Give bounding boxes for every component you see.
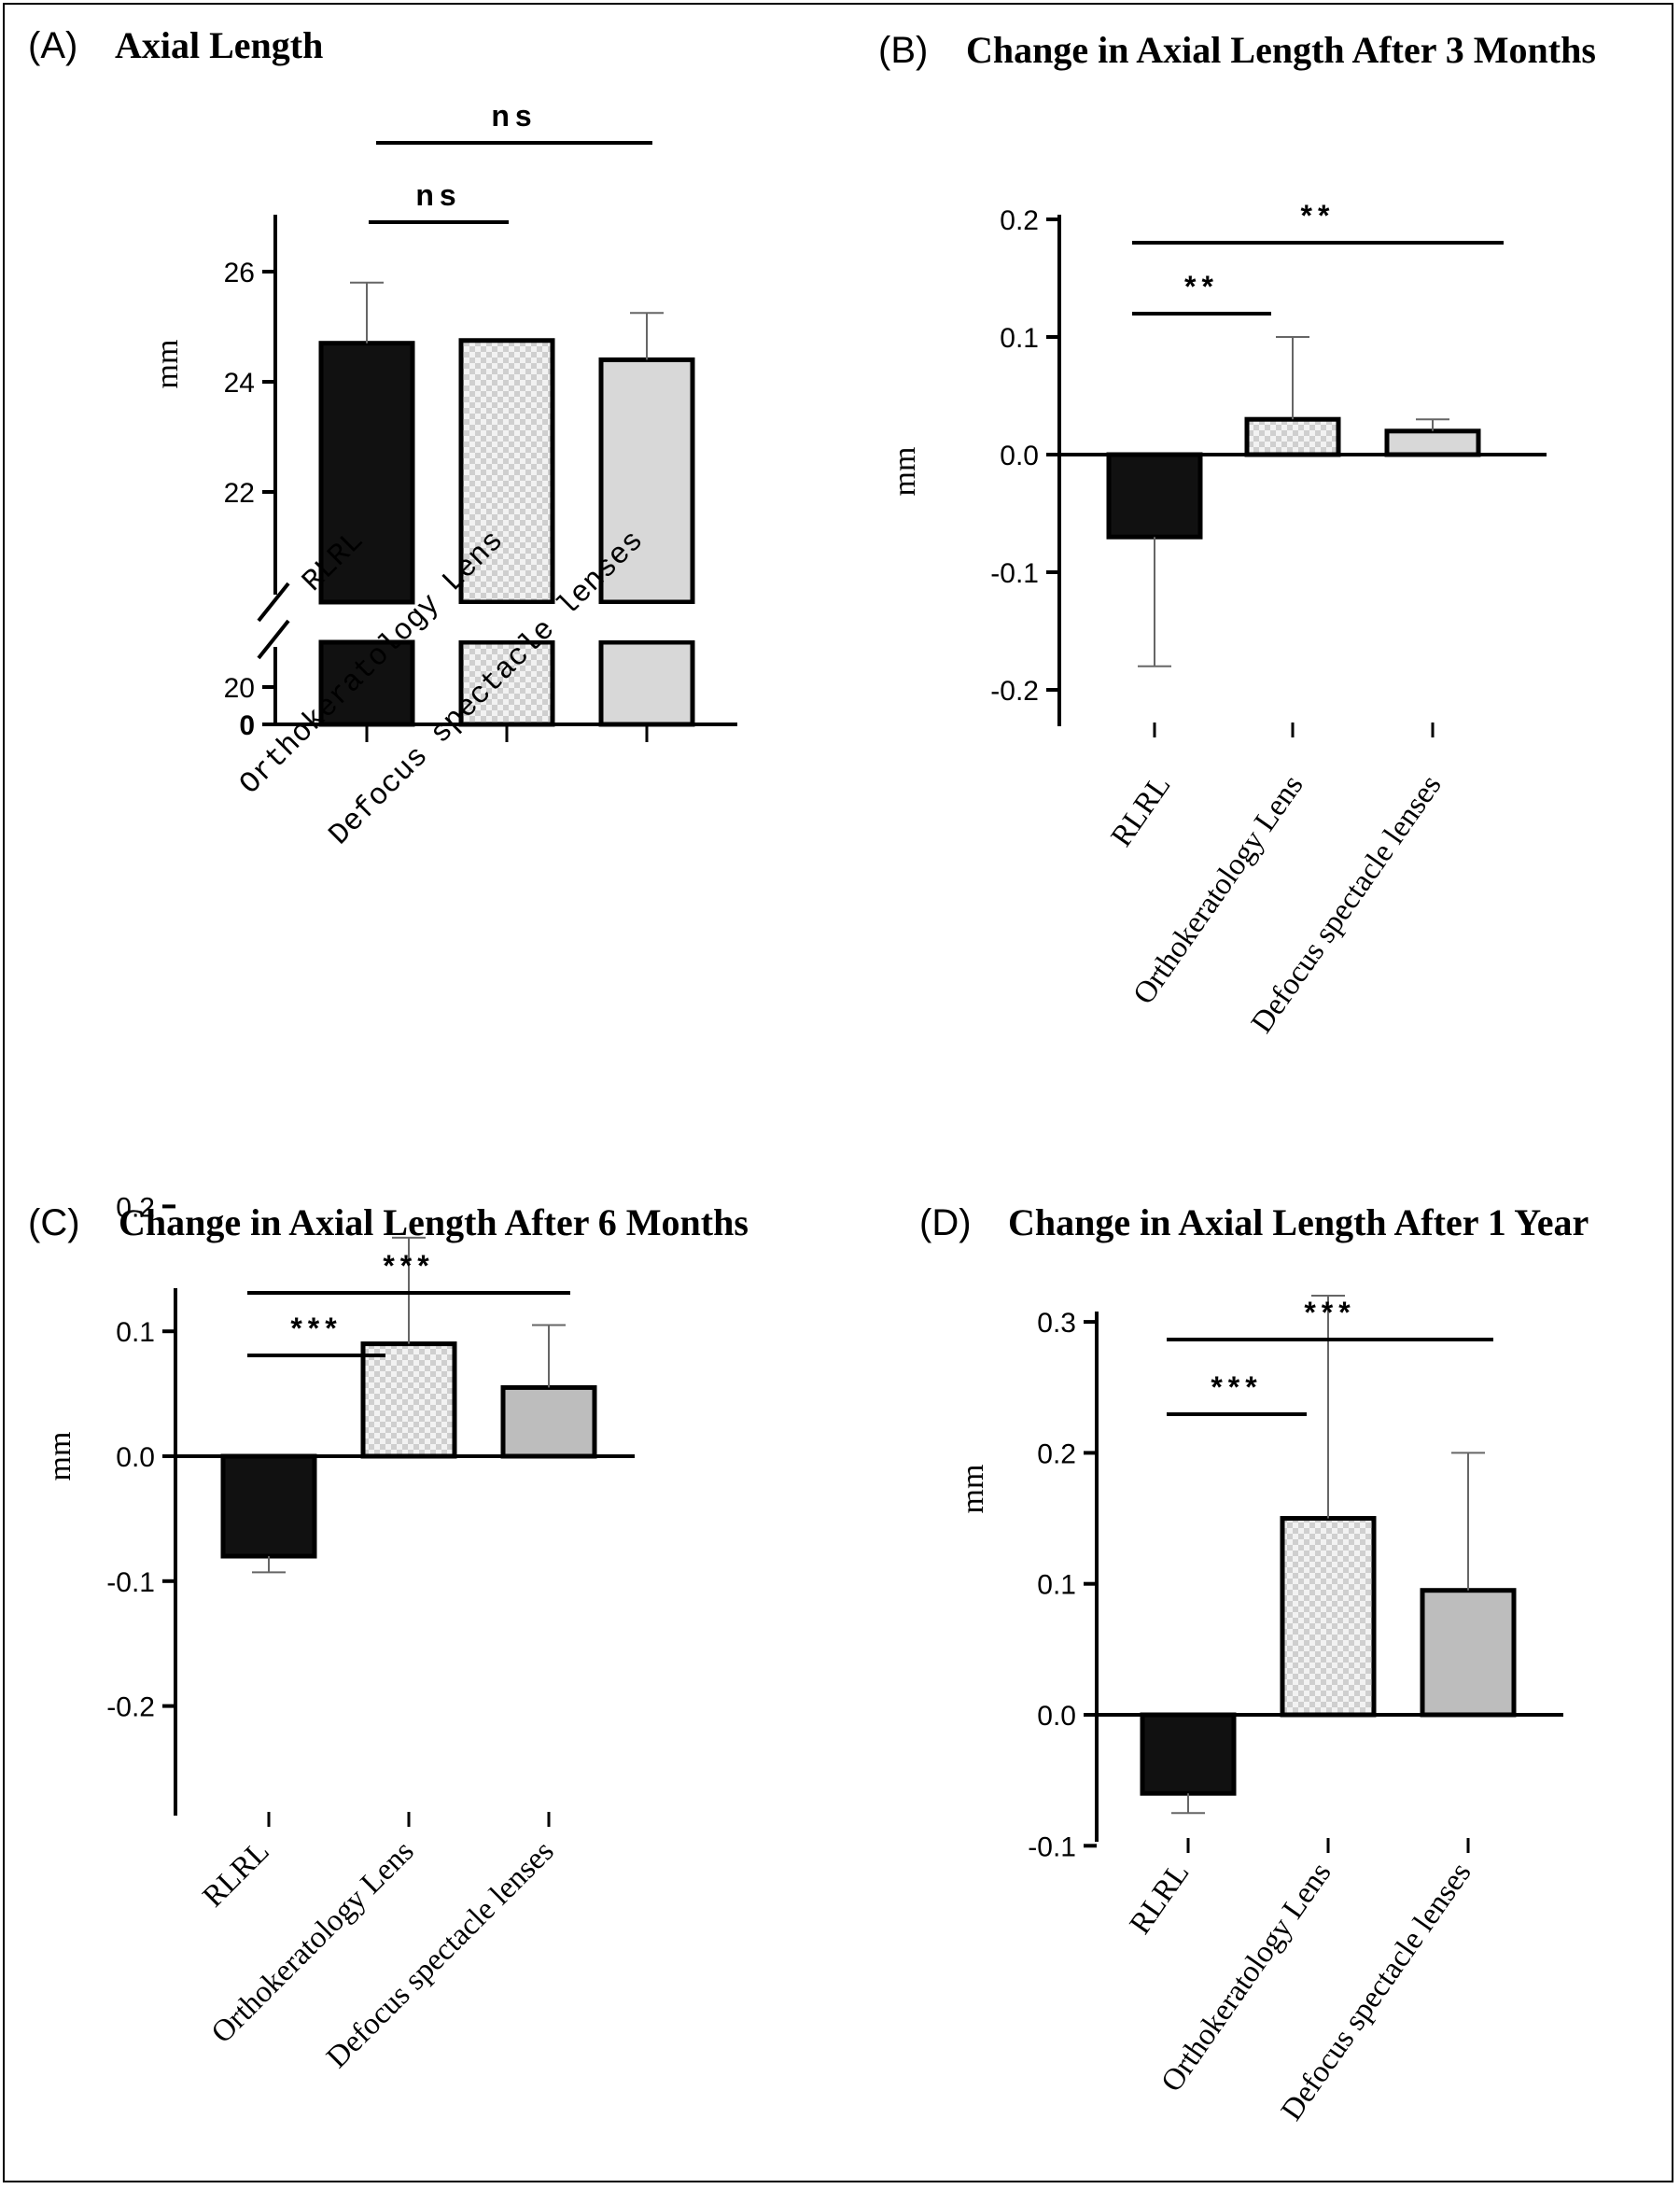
y-tick-label: -0.2 <box>106 1692 155 1723</box>
y-tick-label: 0 <box>239 710 255 741</box>
panel-d-letter: (D) <box>919 1202 972 1243</box>
significance-label: ** <box>1301 199 1336 232</box>
bar-lower-segment <box>598 639 695 727</box>
bar <box>1244 416 1341 457</box>
panel-b-category-1: RLRL <box>1105 769 1178 853</box>
panel-b-plot: 0.2 0.1 0.0 -0.1 -0.2 ** ** <box>990 199 1547 737</box>
figure-frame: (A) Axial Length mm 0 20 22 24 26 ns ns RLRL O… <box>3 3 1673 2182</box>
panel-a-plot: 0 20 22 24 26 ns ns <box>224 99 737 742</box>
panel-c-category-1: RLRL <box>197 1834 276 1914</box>
y-tick-label: 0.1 <box>1037 1570 1076 1601</box>
y-tick-label: -0.1 <box>106 1567 155 1598</box>
y-tick-label: 0.0 <box>116 1442 155 1473</box>
y-tick-label: -0.1 <box>1028 1831 1076 1862</box>
panel-d-title: Change in Axial Length After 1 Year <box>1008 1201 1589 1243</box>
bar <box>1140 1712 1237 1796</box>
panel-c-letter: (C) <box>28 1202 80 1243</box>
bar <box>500 1384 597 1459</box>
panel-c-category-3: Defocus spectacle lenses <box>320 1834 560 2074</box>
y-tick-label: 24 <box>224 368 255 399</box>
y-tick-label: -0.1 <box>990 558 1039 589</box>
y-tick-label: 0.0 <box>1037 1701 1076 1732</box>
panel-a-title: Axial Length <box>115 24 323 66</box>
y-tick-label: 0.0 <box>1000 441 1039 471</box>
panel-c-ylabel: mm <box>43 1432 77 1481</box>
y-tick-label: 22 <box>224 478 255 509</box>
bar-break-gap <box>597 604 696 640</box>
significance-label: *** <box>383 1249 434 1283</box>
y-tick-label: -0.2 <box>990 676 1039 707</box>
panel-b-letter: (B) <box>878 30 928 71</box>
panel-b-title: Change in Axial Length After 3 Months <box>966 29 1596 71</box>
significance-label: *** <box>1211 1370 1262 1404</box>
y-tick-label: 20 <box>224 673 255 704</box>
bar <box>1384 428 1481 457</box>
panel-a-letter: (A) <box>28 25 77 66</box>
significance-label: *** <box>1304 1296 1355 1329</box>
y-tick-label: 0.2 <box>1037 1438 1076 1469</box>
panel-d: (D) Change in Axial Length After 1 Year … <box>919 1201 1589 2126</box>
panel-d-plot: 0.3 0.2 0.1 0.0 -0.1 *** *** <box>1028 1295 1563 1862</box>
significance-label: ** <box>1184 270 1219 303</box>
significance-label: ns <box>415 178 461 212</box>
bar <box>220 1453 317 1559</box>
bar <box>360 1341 457 1459</box>
significance-label: ns <box>491 99 537 133</box>
y-tick-label: 0.2 <box>1000 205 1039 236</box>
bar <box>1106 452 1203 540</box>
y-tick-label: 26 <box>224 258 255 288</box>
panel-b-ylabel: mm <box>888 447 922 497</box>
bar <box>458 338 555 605</box>
y-tick-label: 0.3 <box>1037 1308 1076 1339</box>
bar <box>1280 1516 1377 1718</box>
panel-d-category-1: RLRL <box>1124 1857 1197 1941</box>
panel-b: (B) Change in Axial Length After 3 Month… <box>878 29 1596 1039</box>
panel-c-title: Change in Axial Length After 6 Months <box>119 1201 749 1243</box>
bar-lower-segment <box>458 639 555 727</box>
panel-a-ylabel: mm <box>150 340 185 389</box>
axis-break-mark <box>257 582 290 623</box>
bar <box>598 357 695 605</box>
significance-label: *** <box>290 1312 342 1345</box>
y-tick-label: 0.1 <box>116 1317 155 1348</box>
y-tick-label: 0.2 <box>116 1192 155 1223</box>
y-tick-label: 0.1 <box>1000 323 1039 354</box>
bar-break-gap <box>457 604 556 640</box>
bar <box>1420 1588 1517 1718</box>
panel-c: (C) Change in Axial Length After 6 Month… <box>28 1192 749 2074</box>
panel-c-plot: 0.2 0.1 0.0 -0.1 -0.2 *** *** <box>106 1192 635 1827</box>
panel-d-ylabel: mm <box>956 1465 990 1514</box>
axis-break-mark <box>257 619 290 660</box>
